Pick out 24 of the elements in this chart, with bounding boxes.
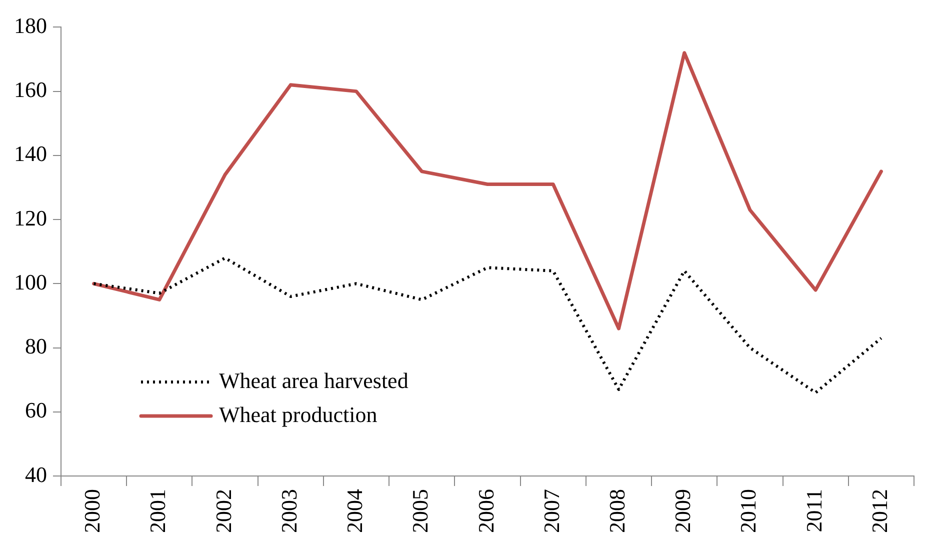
x-tick-label: 2004 <box>342 489 368 533</box>
y-tick-label: 160 <box>14 77 47 102</box>
y-tick-label: 80 <box>25 334 47 359</box>
y-tick-label: 100 <box>14 269 47 294</box>
y-tick-label: 140 <box>14 141 47 166</box>
x-tick-label: 2007 <box>538 489 564 533</box>
x-tick-label: 2010 <box>736 489 761 533</box>
legend-label: Wheat area harvested <box>219 368 408 393</box>
y-tick-label: 180 <box>14 12 47 38</box>
y-tick-label: 40 <box>25 462 47 487</box>
legend-label: Wheat production <box>219 402 378 427</box>
x-tick-label: 2000 <box>80 489 105 533</box>
x-tick-label: 2005 <box>408 489 433 533</box>
y-tick-label: 60 <box>25 398 47 423</box>
y-tick-label: 120 <box>14 205 47 230</box>
x-tick-label: 2002 <box>210 489 236 533</box>
line-series <box>92 256 883 394</box>
x-tick-label: 2009 <box>670 489 696 533</box>
x-tick-label: 2011 <box>801 489 826 532</box>
x-tick-label: 2003 <box>276 489 302 533</box>
x-tick-label: 2006 <box>473 489 498 533</box>
x-tick-label: 2001 <box>145 489 170 533</box>
x-tick-label: 2008 <box>604 489 630 533</box>
x-tick-label: 2012 <box>866 489 892 533</box>
